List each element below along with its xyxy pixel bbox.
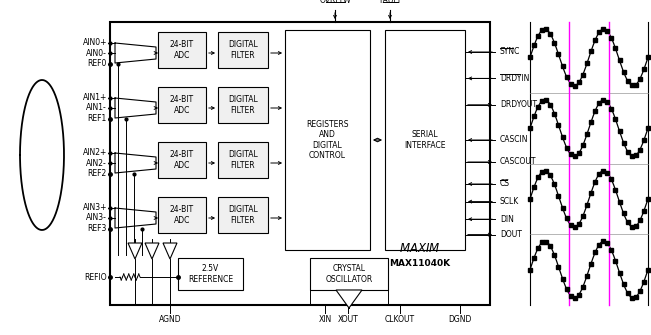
Text: REF2: REF2: [88, 169, 107, 178]
Bar: [158, 32, 206, 68]
Text: DIGITAL
FILTER: DIGITAL FILTER: [228, 205, 258, 225]
Text: AIN1+: AIN1+: [83, 93, 107, 102]
Text: CS: CS: [500, 180, 510, 189]
Bar: [310, 258, 388, 290]
Bar: [218, 87, 268, 123]
Text: AIN0+: AIN0+: [83, 38, 107, 47]
Text: REF1: REF1: [88, 114, 107, 123]
Text: AIN0-: AIN0-: [86, 49, 107, 58]
Text: DGND: DGND: [449, 315, 472, 324]
Bar: [218, 197, 268, 233]
Bar: [110, 22, 490, 305]
Text: CRYSTAL
OSCILLATOR: CRYSTAL OSCILLATOR: [326, 264, 372, 284]
Text: REF3: REF3: [88, 224, 107, 233]
Text: SYNC: SYNC: [500, 48, 520, 57]
Polygon shape: [336, 290, 362, 308]
Text: REF0: REF0: [88, 59, 107, 68]
Bar: [158, 142, 206, 178]
Text: CASCIN: CASCIN: [500, 135, 529, 144]
Text: DRDYOUT: DRDYOUT: [500, 100, 537, 109]
Text: AIN2-: AIN2-: [86, 158, 107, 168]
Text: AIN2+: AIN2+: [83, 148, 107, 157]
Text: $\it{MAXIM}$: $\it{MAXIM}$: [399, 242, 441, 255]
Text: REFIO: REFIO: [85, 272, 107, 281]
Polygon shape: [163, 243, 177, 259]
Text: SCLK: SCLK: [500, 197, 519, 206]
Text: 24-BIT
ADC: 24-BIT ADC: [170, 95, 194, 115]
Text: REGISTERS
AND
DIGITAL
CONTROL: REGISTERS AND DIGITAL CONTROL: [306, 120, 349, 160]
Bar: [285, 30, 370, 250]
Text: XOUT: XOUT: [338, 315, 358, 324]
Bar: [158, 197, 206, 233]
Bar: [218, 142, 268, 178]
Text: DIGITAL
FILTER: DIGITAL FILTER: [228, 40, 258, 60]
Text: 2.5V
REFERENCE: 2.5V REFERENCE: [188, 264, 233, 284]
Text: DIGITAL
FILTER: DIGITAL FILTER: [228, 150, 258, 170]
Polygon shape: [145, 243, 159, 259]
Text: 24-BIT
ADC: 24-BIT ADC: [170, 205, 194, 225]
Bar: [178, 258, 243, 290]
Text: OVRFLW: OVRFLW: [319, 0, 351, 5]
Text: DOUT: DOUT: [500, 230, 522, 239]
Text: XIN: XIN: [318, 315, 331, 324]
Text: AIN1-: AIN1-: [86, 104, 107, 113]
Text: FAULT: FAULT: [379, 0, 401, 5]
Text: MAX11040K: MAX11040K: [389, 259, 450, 268]
Bar: [158, 87, 206, 123]
Text: CASCOUT: CASCOUT: [500, 157, 536, 166]
Text: CLKOUT: CLKOUT: [385, 315, 415, 324]
Bar: [218, 32, 268, 68]
Text: DIGITAL
FILTER: DIGITAL FILTER: [228, 95, 258, 115]
Text: DIN: DIN: [500, 215, 514, 224]
Text: DRDYIN: DRDYIN: [500, 74, 529, 83]
Bar: [385, 30, 465, 250]
Polygon shape: [128, 243, 142, 259]
Text: 24-BIT
ADC: 24-BIT ADC: [170, 150, 194, 170]
Text: AIN3+: AIN3+: [83, 203, 107, 212]
Text: SERIAL
INTERFACE: SERIAL INTERFACE: [404, 130, 446, 150]
Text: 24-BIT
ADC: 24-BIT ADC: [170, 40, 194, 60]
Text: AGND: AGND: [159, 315, 182, 324]
Text: AIN3-: AIN3-: [86, 213, 107, 222]
